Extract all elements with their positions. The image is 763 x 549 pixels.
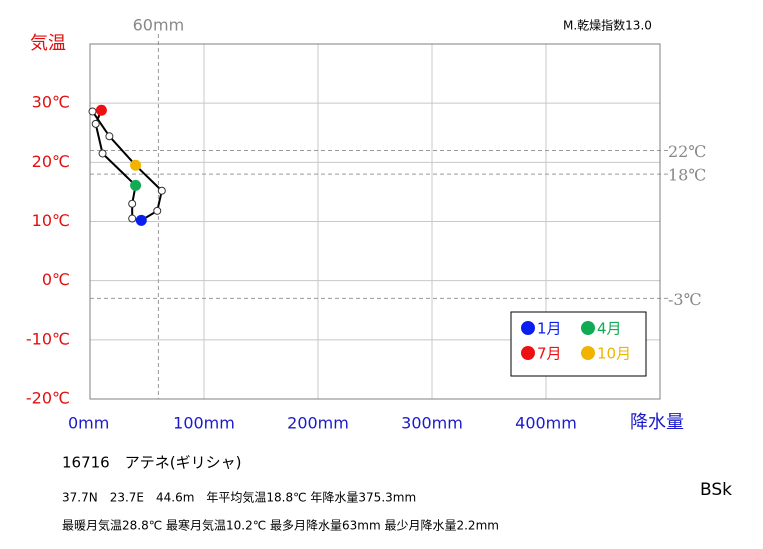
month-point <box>95 104 107 116</box>
x-tick-label: 200mm <box>287 414 349 433</box>
y-tick-label: 30℃ <box>32 93 70 112</box>
legend-marker <box>581 321 595 335</box>
plot-frame <box>89 43 661 400</box>
legend-marker <box>581 346 595 360</box>
month-point <box>128 214 137 223</box>
y-tick-label: -10℃ <box>26 329 70 348</box>
month-point <box>157 186 166 195</box>
legend-label: 1月 <box>537 320 562 338</box>
x-axis-label: 降水量 <box>630 412 684 433</box>
y-tick-label: 20℃ <box>32 152 70 171</box>
x-tick-label: 0mm <box>68 414 109 433</box>
reference-label: 22℃ <box>668 142 706 161</box>
month-point <box>135 214 147 226</box>
legend-marker <box>521 321 535 335</box>
legend-box <box>510 311 647 377</box>
reference-label: 18℃ <box>668 166 706 185</box>
month-point <box>105 132 114 141</box>
month-point <box>88 107 97 116</box>
legend-label: 10月 <box>597 345 631 363</box>
y-axis-label: 気温 <box>30 33 66 54</box>
y-tick-label: -20℃ <box>26 389 70 408</box>
legend-marker <box>521 346 535 360</box>
month-point <box>91 119 100 128</box>
month-point <box>130 159 142 171</box>
y-tick-label: 10℃ <box>32 211 70 230</box>
reference-label: 60mm <box>133 16 185 35</box>
x-tick-label: 400mm <box>515 414 577 433</box>
reference-label: -3℃ <box>668 290 701 309</box>
x-tick-label: 300mm <box>401 414 463 433</box>
month-point <box>130 179 142 191</box>
legend-label: 7月 <box>537 345 562 363</box>
station: 16716 アテネ(ギリシャ) <box>62 454 241 472</box>
legend-label: 4月 <box>597 320 622 338</box>
month-point <box>128 199 137 208</box>
info-line: 37.7N 23.7E 44.6m 年平均気温18.8℃ 年降水量375.3mm <box>62 490 416 505</box>
month-point <box>98 149 107 158</box>
dryness-index: M.乾燥指数13.0 <box>563 18 652 33</box>
climate-class: BSk <box>700 480 732 500</box>
info-line: 最暖月気温28.8℃ 最寒月気温10.2℃ 最多月降水量63mm 最少月降水量2… <box>62 518 499 533</box>
x-tick-label: 100mm <box>173 414 235 433</box>
month-point <box>153 206 162 215</box>
y-tick-label: 0℃ <box>42 270 70 289</box>
